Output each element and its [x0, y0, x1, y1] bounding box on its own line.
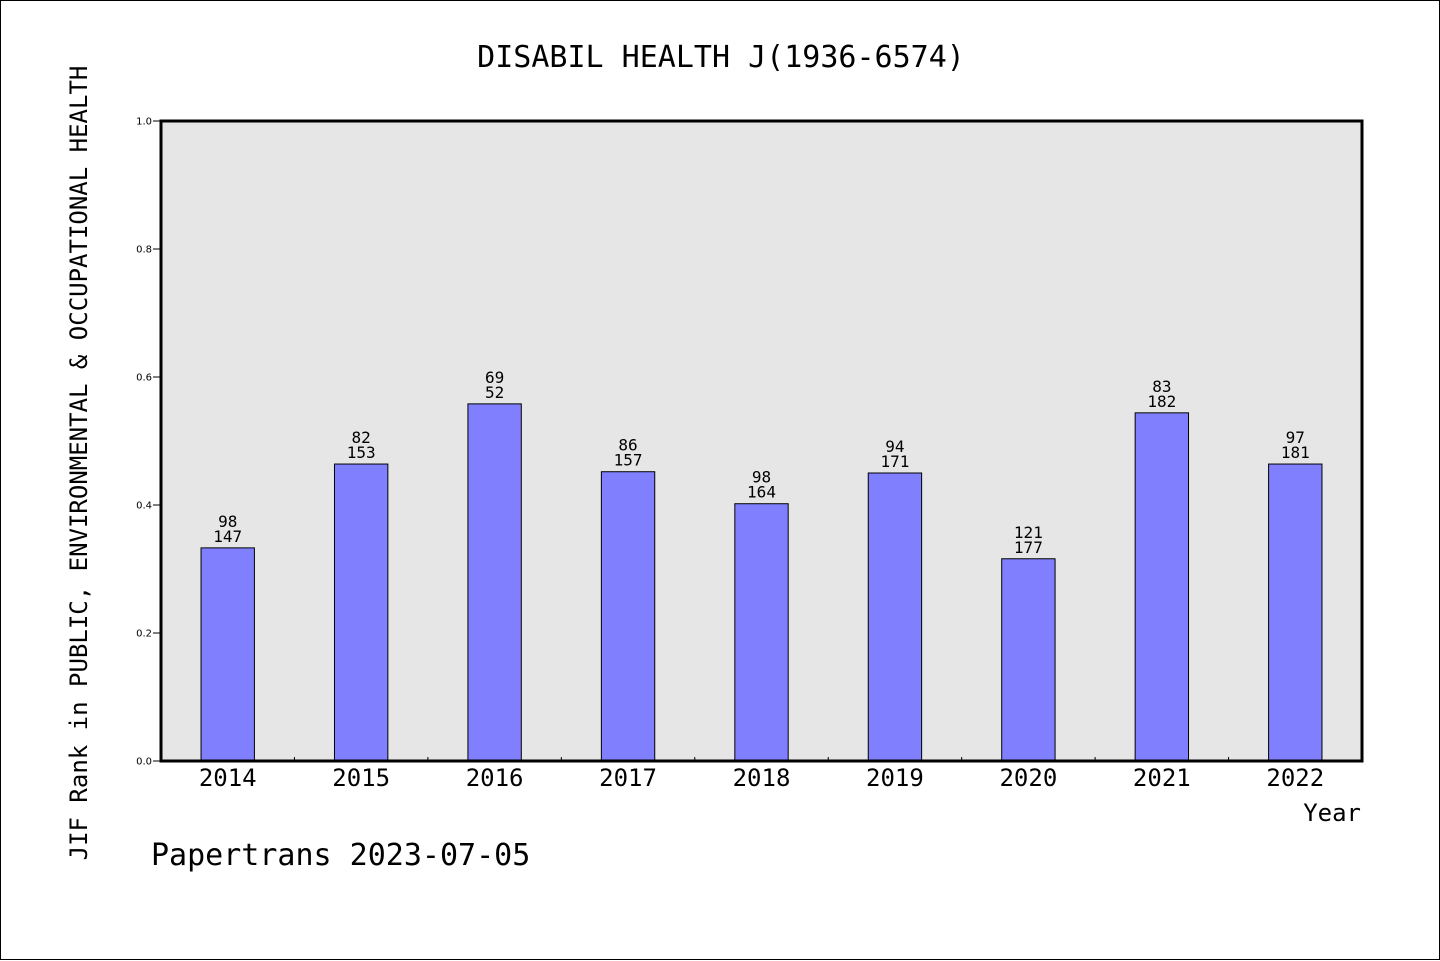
y-tick-label: 0.2: [136, 629, 152, 640]
x-tick-label: 2015: [332, 764, 390, 792]
x-tick-label: 2016: [466, 764, 524, 792]
x-tick-label: 2018: [733, 764, 791, 792]
chart-title: DISABIL HEALTH J(1936-6574): [477, 40, 965, 75]
bar: [1134, 412, 1190, 762]
x-tick-label: 2020: [999, 764, 1057, 792]
bar-label-top: 121: [1014, 523, 1043, 542]
bar: [867, 472, 923, 762]
bar: [333, 463, 389, 762]
bar-label-bottom: 164: [747, 483, 776, 502]
bar-label-top: 98: [218, 512, 237, 531]
y-tick-label: 0.8: [136, 245, 152, 256]
bar-label-top: 82: [352, 428, 371, 447]
x-tick-label: 2019: [866, 764, 924, 792]
x-axis-label: Year: [1303, 799, 1361, 827]
bar-label-bottom: 157: [614, 451, 643, 470]
plot-area: 0.00.20.40.60.81.09814720148215320156952…: [136, 117, 1364, 792]
bar: [467, 403, 522, 762]
bar-label-bottom: 177: [1014, 538, 1043, 557]
x-tick-label: 2017: [599, 764, 657, 792]
bar: [600, 471, 656, 762]
y-tick-label: 1.0: [136, 117, 152, 128]
bar-label-top: 69: [485, 368, 504, 387]
bar-label-top: 97: [1286, 428, 1305, 447]
bar-label-bottom: 52: [485, 383, 504, 402]
bar: [200, 547, 255, 762]
footer-credit: Papertrans 2023-07-05: [151, 838, 530, 873]
x-tick-label: 2014: [199, 764, 257, 792]
x-tick-label: 2022: [1266, 764, 1324, 792]
bar-label-top: 94: [885, 437, 904, 456]
bar: [734, 503, 789, 762]
plot-border: [159, 119, 1364, 763]
bar-label-bottom: 153: [347, 443, 376, 462]
x-tick-label: 2021: [1133, 764, 1191, 792]
bar-label-top: 98: [752, 468, 771, 487]
bar-label-top: 86: [618, 436, 637, 455]
bar-label-bottom: 182: [1147, 392, 1176, 411]
bar-label-bottom: 147: [213, 527, 242, 546]
y-tick-label: 0.6: [136, 373, 152, 384]
bar-label-top: 83: [1152, 377, 1171, 396]
bar-label-bottom: 181: [1281, 443, 1310, 462]
y-tick-label: 0.4: [136, 501, 152, 512]
bar: [1001, 558, 1056, 762]
bar: [1268, 463, 1323, 762]
y-tick-label: 0.0: [136, 757, 152, 768]
y-axis-label: JIF Rank in PUBLIC, ENVIRONMENTAL & OCCU…: [65, 66, 93, 861]
bar-label-bottom: 171: [880, 452, 909, 471]
